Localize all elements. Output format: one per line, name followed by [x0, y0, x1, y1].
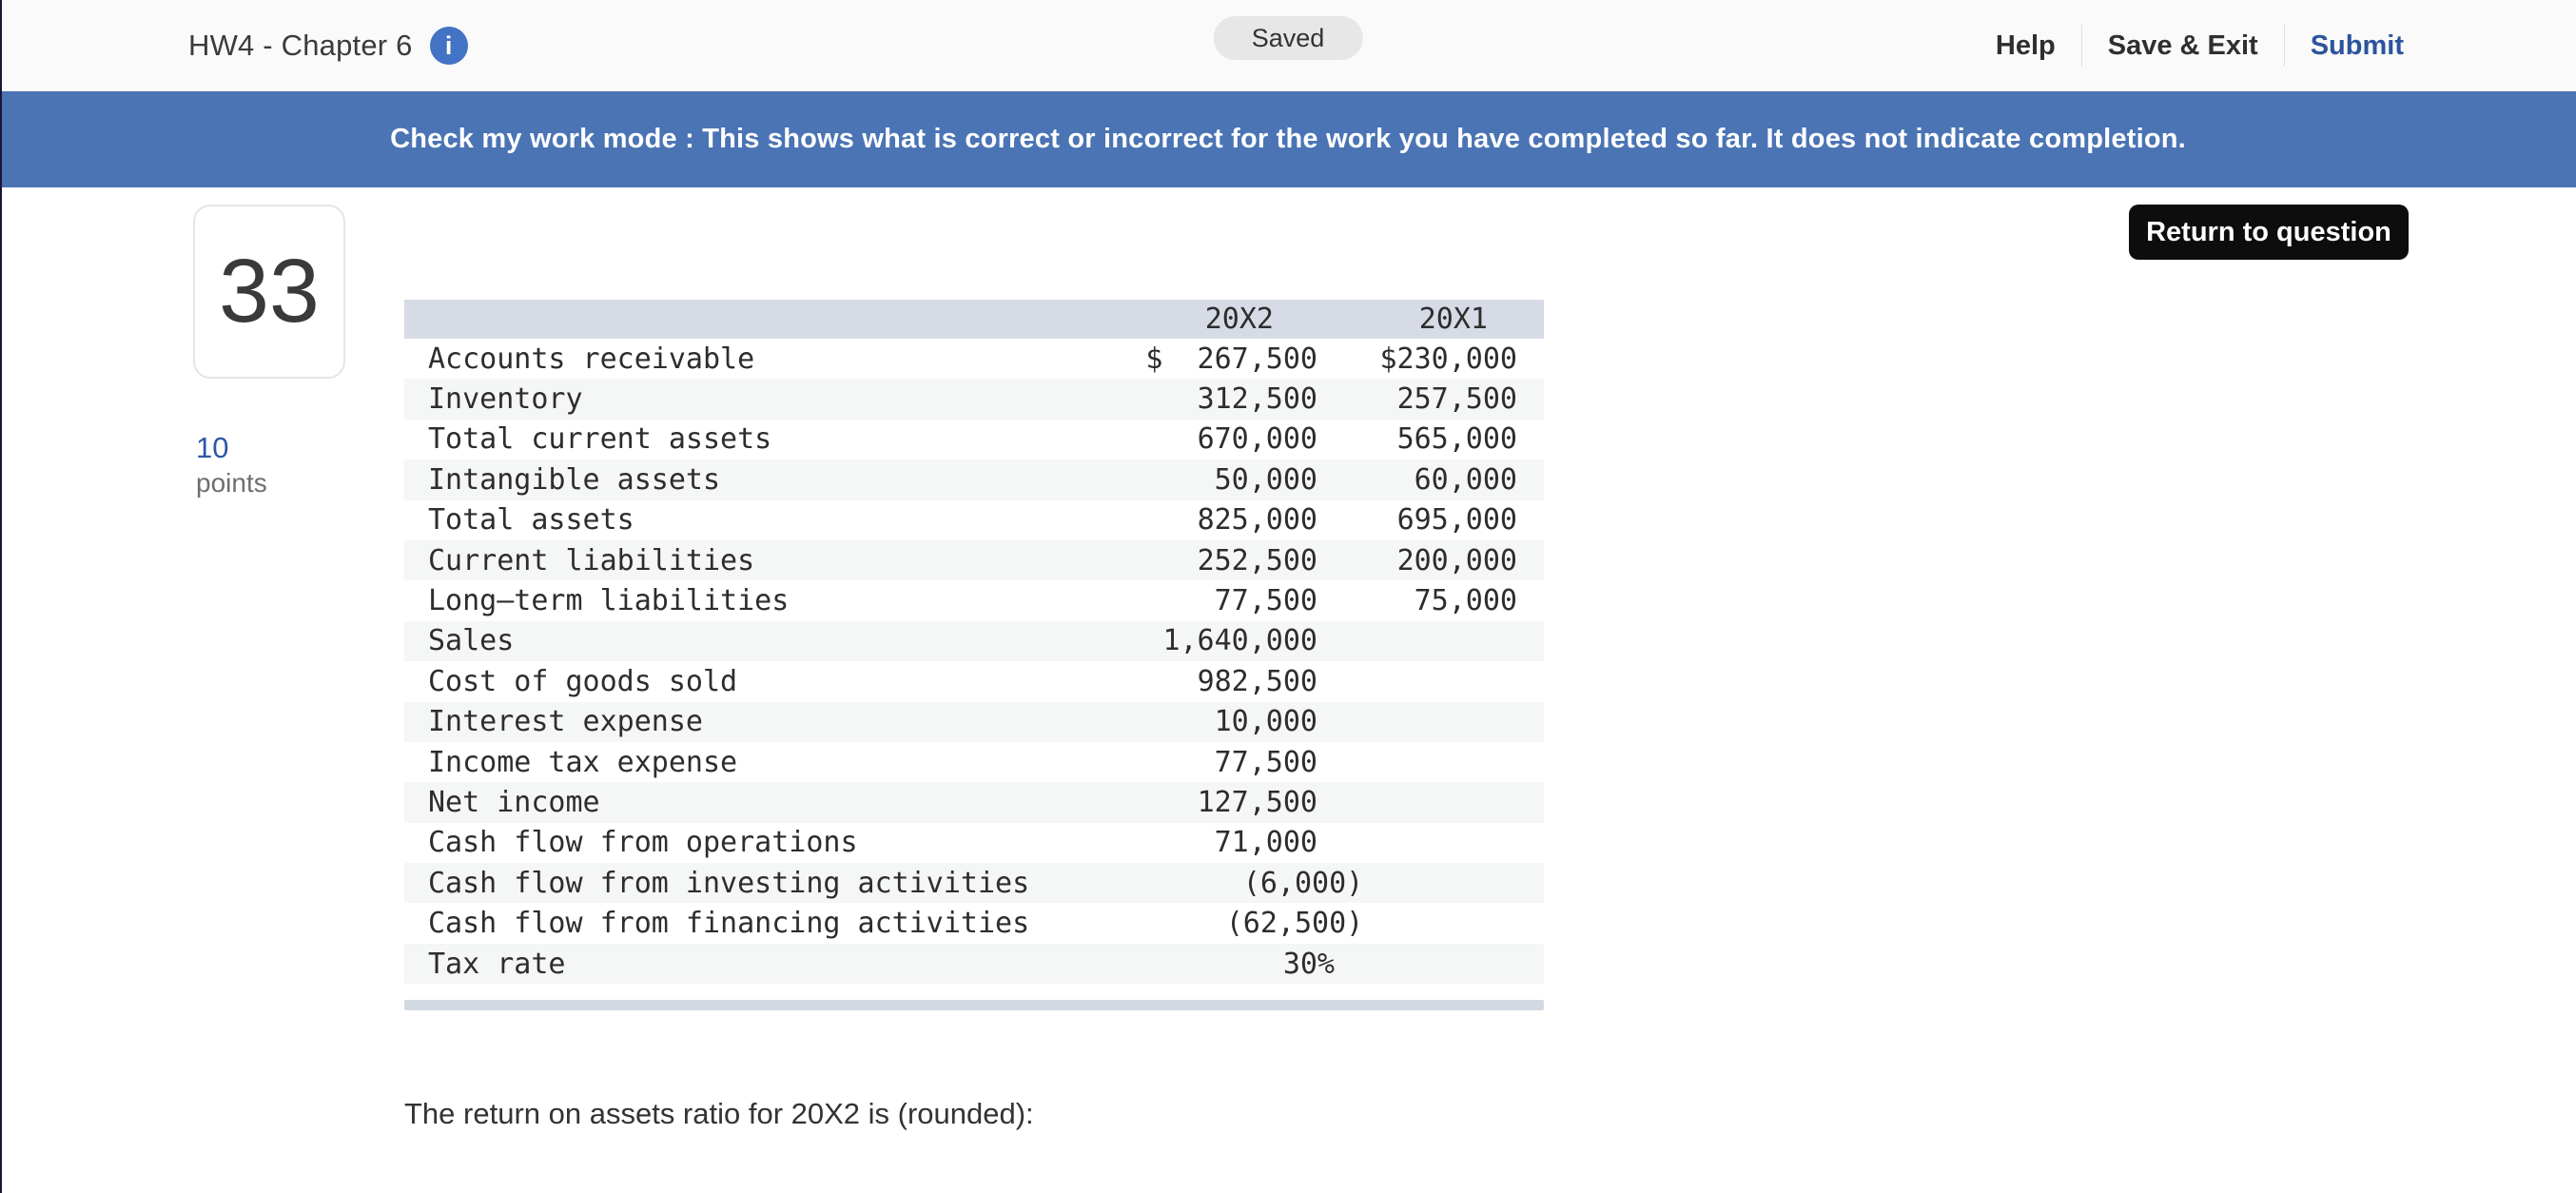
row-label: Cash flow from operations: [428, 826, 858, 860]
row-value-20X2: 252,500: [1197, 543, 1317, 577]
table-row: Total assets 825,000 695,000: [404, 500, 1544, 540]
table-row: Interest expense 10,000: [404, 701, 1544, 742]
table-row: Income tax expense 77,500: [404, 742, 1544, 782]
row-value-20X1: 200,000: [1396, 543, 1517, 577]
table-row: Intangible assets 50,000 60,000: [404, 460, 1544, 500]
column-header-20X1: 20X1: [1418, 303, 1488, 336]
table-row: Cash flow from financing activities (62,…: [404, 903, 1544, 943]
row-value-20X2: 825,000: [1197, 503, 1317, 538]
row-value-20X2: 127,500: [1197, 785, 1317, 819]
row-value-20X2: 77,500: [1214, 745, 1317, 779]
nav-divider: [2080, 25, 2082, 67]
row-label: Cash flow from financing activities: [428, 907, 1030, 941]
table-row: Cash flow from investing activities (6,0…: [404, 863, 1544, 904]
row-value-20X2: $ 267,500: [1145, 342, 1317, 376]
assignment-title: HW4 - Chapter 6: [188, 29, 413, 62]
check-my-work-banner-text: Check my work mode : This shows what is …: [390, 124, 2186, 154]
table-row: Inventory 312,500 257,500: [404, 379, 1544, 420]
financial-data-table: 20X2 20X1 Accounts receivable $ 267,500 …: [404, 300, 1544, 1011]
row-value-20X2: 77,500: [1214, 584, 1317, 618]
table-header-row: 20X2 20X1: [404, 300, 1544, 339]
nav-divider: [2283, 25, 2285, 67]
table-row: Cost of goods sold 982,500: [404, 661, 1544, 701]
info-icon[interactable]: i: [429, 27, 468, 65]
table-row: Long–term liabilities 77,500 75,000: [404, 580, 1544, 620]
table-body: Accounts receivable $ 267,500 $230,000 I…: [404, 339, 1544, 985]
row-value-20X2: 30%: [1282, 947, 1335, 981]
table-row: Total current assets 670,000 565,000: [404, 420, 1544, 460]
top-nav: Help Save & Exit Submit: [1996, 0, 2404, 91]
save-and-exit-button[interactable]: Save & Exit: [2107, 29, 2258, 61]
question-number-box: 33: [193, 205, 345, 379]
row-value-20X1: 75,000: [1414, 584, 1517, 618]
top-bar: HW4 - Chapter 6 i Saved Help Save & Exit…: [0, 0, 2576, 91]
row-value-20X2: 10,000: [1214, 705, 1317, 739]
row-label: Cash flow from investing activities: [428, 866, 1030, 900]
row-label: Total current assets: [428, 422, 772, 457]
table-row: Tax rate 30%: [404, 943, 1544, 985]
row-value-20X1: 60,000: [1414, 462, 1517, 497]
row-label: Current liabilities: [428, 543, 755, 577]
row-value-20X2: 312,500: [1197, 382, 1317, 417]
points-widget: 10 points: [196, 430, 267, 499]
row-label: Interest expense: [428, 705, 703, 739]
return-to-question-button[interactable]: Return to question: [2129, 205, 2409, 260]
row-label: Long–term liabilities: [428, 584, 790, 618]
check-my-work-banner: Check my work mode : This shows what is …: [0, 91, 2576, 187]
question-prompt: The return on assets ratio for 20X2 is (…: [404, 1097, 1034, 1130]
row-label: Intangible assets: [428, 462, 721, 497]
table-row: Sales 1,640,000: [404, 620, 1544, 662]
row-label: Income tax expense: [428, 745, 738, 779]
row-value-20X2: 71,000: [1214, 826, 1317, 860]
saved-status-badge: Saved: [1213, 16, 1363, 60]
row-value-20X1: 565,000: [1396, 422, 1517, 457]
row-label: Accounts receivable: [428, 342, 755, 376]
row-value-20X2: 1,640,000: [1162, 624, 1317, 658]
row-label: Tax rate: [428, 947, 566, 981]
horizontal-scrollbar[interactable]: [404, 1000, 1544, 1011]
row-value-20X1: $230,000: [1379, 342, 1518, 376]
row-label: Sales: [428, 624, 515, 658]
row-value-20X2: 670,000: [1197, 422, 1317, 457]
table-row: Accounts receivable $ 267,500 $230,000: [404, 339, 1544, 379]
column-header-20X2: 20X2: [1204, 303, 1274, 336]
points-value: 10: [196, 431, 229, 464]
help-button[interactable]: Help: [1995, 29, 2056, 61]
assignment-title-group: HW4 - Chapter 6 i: [188, 0, 468, 91]
table-row: Current liabilities 252,500 200,000: [404, 539, 1544, 581]
row-value-20X1: 695,000: [1396, 503, 1517, 538]
points-label: points: [196, 468, 267, 499]
table-row: Net income 127,500: [404, 782, 1544, 823]
table-row: Cash flow from operations 71,000: [404, 823, 1544, 863]
row-label: Total assets: [428, 503, 634, 538]
row-label: Cost of goods sold: [428, 664, 738, 698]
row-value-20X2: 982,500: [1197, 664, 1317, 698]
row-value-20X2: 50,000: [1214, 462, 1317, 497]
row-label: Net income: [428, 785, 600, 819]
row-value-20X1: 257,500: [1396, 382, 1517, 417]
row-label: Inventory: [428, 382, 583, 417]
row-value-20X2: (6,000): [1242, 866, 1364, 900]
row-value-20X2: (62,500): [1225, 907, 1364, 941]
submit-button[interactable]: Submit: [2310, 29, 2404, 61]
